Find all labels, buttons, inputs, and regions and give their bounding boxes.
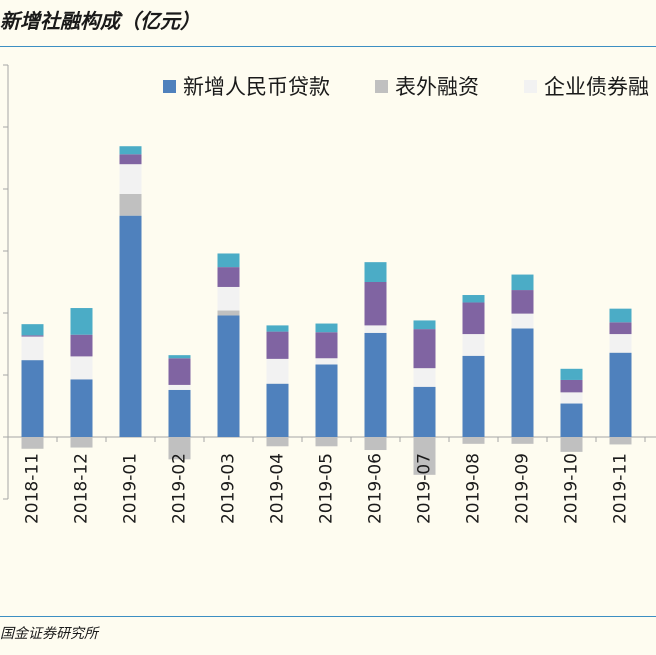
bar-segment-2019-07-offbalance: [413, 437, 436, 475]
bar-segment-2019-06-loans: [364, 332, 387, 437]
bar-segment-2019-05-offbalance: [315, 437, 338, 447]
bar-segment-2019-11-loans: [609, 352, 632, 437]
legend: 新增人民币贷款 表外融资 企业债券融: [163, 75, 649, 99]
bar-segment-2019-04-other: [266, 325, 289, 332]
bar-segment-2019-11-equity: [609, 322, 632, 335]
bar-segment-2019-08-offbalance: [462, 437, 485, 444]
chart-title: 新增社融构成（亿元）: [0, 9, 200, 33]
bar-segment-2019-07-loans: [413, 386, 436, 437]
bar-segment-2019-10-offbalance: [560, 437, 583, 452]
bar-segment-2019-02-equity: [168, 358, 191, 385]
source-note: 国金证券研究所: [0, 626, 98, 642]
bar-segment-2018-12-loans: [70, 379, 93, 437]
bar-segment-2019-08-equity: [462, 302, 485, 335]
bar-segment-2019-01-loans: [119, 215, 142, 437]
bar-segment-2019-04-loans: [266, 383, 289, 437]
bar-segment-2019-07-bonds: [413, 368, 436, 387]
bar-segment-2019-03-offbalance: [217, 310, 240, 316]
bar-segment-2019-02-bonds: [168, 384, 191, 390]
bar-segment-2018-12-offbalance: [70, 437, 93, 448]
x-tick-label: 2019-11: [611, 453, 631, 524]
bar-segment-2019-08-bonds: [462, 334, 485, 356]
bar-segment-2019-11-other: [609, 308, 632, 323]
bar-segment-2019-09-other: [511, 274, 534, 291]
x-tick-label: 2019-03: [219, 453, 239, 524]
legend-label-offbalance: 表外融资: [395, 75, 479, 99]
bar-segment-2018-12-equity: [70, 334, 93, 357]
bar-segment-2018-11-bonds: [21, 336, 44, 361]
legend-label-loans: 新增人民币贷款: [183, 75, 330, 99]
bar-segment-2019-09-offbalance: [511, 437, 534, 444]
source-rule: [0, 616, 656, 617]
x-tick-labels: 2018-11 2018-12 2019-01 2019-02 2019-03 2019-…: [23, 453, 631, 524]
bar-segment-2019-07-equity: [413, 329, 436, 369]
bar-segment-2019-08-other: [462, 295, 485, 303]
bar-segment-2019-04-equity: [266, 331, 289, 359]
bar-segment-2018-12-bonds: [70, 356, 93, 380]
bar-segment-2019-05-bonds: [315, 358, 338, 365]
bar-segment-2019-04-offbalance: [266, 437, 289, 447]
bar-segment-2019-08-loans: [462, 355, 485, 437]
bar-segment-2019-05-other: [315, 323, 338, 333]
x-tick-label: 2018-11: [23, 453, 43, 524]
bar-segment-2019-11-offbalance: [609, 437, 632, 445]
legend-swatch-loans: [163, 80, 176, 93]
x-tick-label: 2019-04: [268, 453, 288, 524]
bar-segment-2019-04-bonds: [266, 358, 289, 384]
bar-segment-2019-03-other: [217, 253, 240, 268]
bar-segment-2019-06-offbalance: [364, 437, 387, 451]
bar-segment-2019-02-loans: [168, 389, 191, 437]
bar-segment-2018-11-loans: [21, 360, 44, 437]
bar-segment-2019-01-bonds: [119, 164, 142, 194]
bar-segment-2019-11-bonds: [609, 334, 632, 353]
bar-segment-2019-01-equity: [119, 154, 142, 165]
bars: [21, 146, 632, 475]
bar-segment-2019-07-other: [413, 320, 436, 330]
bar-segment-2019-09-equity: [511, 290, 534, 314]
x-tick-label: 2019-08: [464, 453, 484, 524]
x-tick-label: 2019-09: [513, 453, 533, 524]
bar-segment-2019-10-other: [560, 368, 583, 380]
bar-segment-2018-11-other: [21, 324, 44, 336]
bar-segment-2018-11-offbalance: [21, 437, 44, 449]
bar-segment-2019-03-bonds: [217, 286, 240, 311]
stacked-bar-chart: 新增人民币贷款 表外融资 企业债券融 2018-11 2018-12 2019-01 20…: [3, 64, 656, 524]
bar-segment-2019-10-bonds: [560, 392, 583, 404]
x-tick-label: 2019-07: [415, 453, 435, 524]
bar-segment-2018-12-other: [70, 308, 93, 335]
title-rule: [0, 46, 656, 47]
bar-segment-2019-02-offbalance: [168, 437, 191, 460]
x-tick-label: 2019-05: [317, 453, 337, 524]
bar-segment-2019-01-other: [119, 146, 142, 155]
bar-segment-2019-10-loans: [560, 403, 583, 437]
x-tick-label: 2019-01: [121, 453, 141, 524]
x-tick-label: 2018-12: [72, 453, 92, 524]
bar-segment-2019-06-bonds: [364, 325, 387, 333]
x-tick-label: 2019-02: [170, 453, 190, 524]
x-tick-label: 2019-06: [366, 453, 386, 524]
bar-segment-2019-02-other: [168, 355, 191, 359]
bar-segment-2019-06-equity: [364, 282, 387, 326]
bar-segment-2019-03-equity: [217, 267, 240, 287]
bar-segment-2019-01-offbalance: [119, 193, 142, 216]
bar-segment-2019-09-loans: [511, 328, 534, 437]
bar-segment-2019-05-equity: [315, 332, 338, 359]
bar-segment-2019-05-loans: [315, 364, 338, 437]
bar-segment-2019-06-other: [364, 262, 387, 282]
bar-segment-2019-09-bonds: [511, 313, 534, 329]
legend-swatch-bonds: [524, 80, 537, 93]
bar-segment-2018-11-equity: [21, 335, 44, 337]
bar-segment-2019-03-loans: [217, 315, 240, 437]
x-tick-label: 2019-10: [562, 453, 582, 524]
legend-label-bonds: 企业债券融: [544, 75, 649, 99]
bar-segment-2019-10-equity: [560, 379, 583, 393]
legend-swatch-offbalance: [375, 80, 388, 93]
